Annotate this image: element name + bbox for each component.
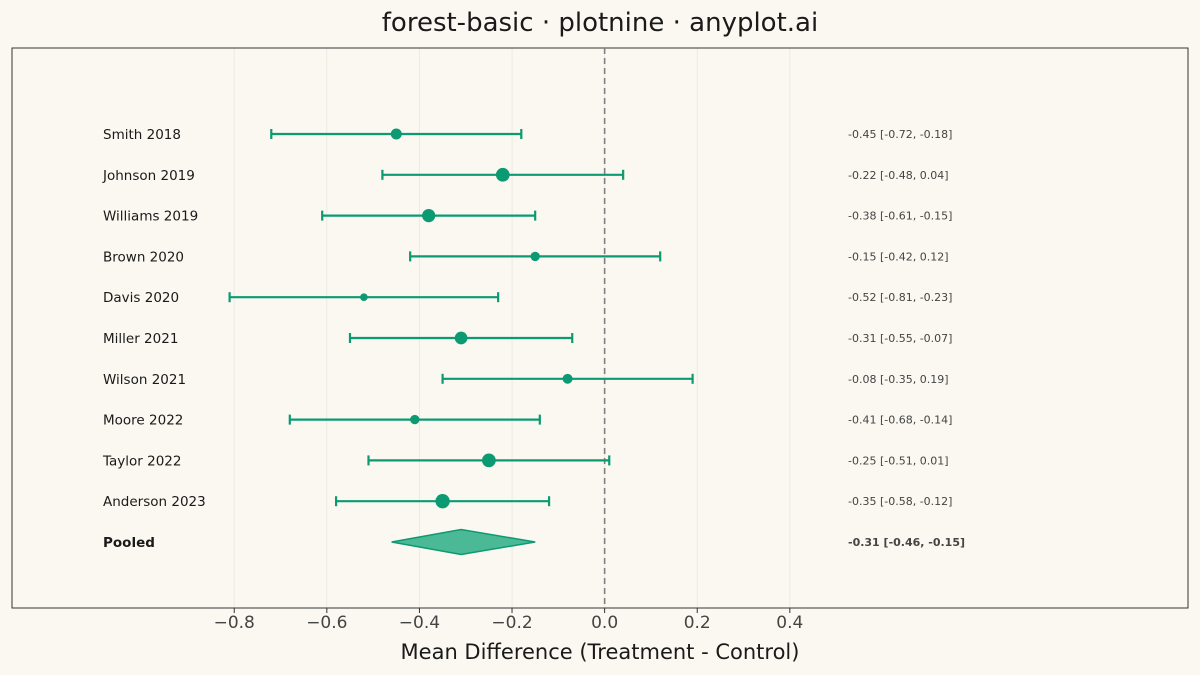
x-tick-label: −0.4 — [399, 613, 440, 633]
study-row: Davis 2020 -0.52 [-0.81, -0.23] — [103, 290, 952, 306]
ci-value-label: -0.31 [-0.55, -0.07] — [848, 332, 952, 345]
study-row: Anderson 2023 -0.35 [-0.58, -0.12] — [103, 494, 952, 510]
study-row: Wilson 2021 -0.08 [-0.35, 0.19] — [103, 372, 949, 388]
ci-value-label: -0.15 [-0.42, 0.12] — [848, 250, 949, 263]
effect-size-marker — [454, 331, 468, 345]
effect-size-marker — [530, 251, 540, 262]
effect-size-marker — [410, 414, 420, 425]
effect-size-marker — [360, 293, 368, 302]
x-tick-label: −0.6 — [306, 613, 347, 633]
ci-value-label: -0.38 [-0.61, -0.15] — [848, 210, 952, 223]
study-row: Johnson 2019 -0.22 [-0.48, 0.04] — [102, 168, 949, 184]
study-row: Brown 2020 -0.15 [-0.42, 0.12] — [103, 249, 949, 265]
pooled-label: Pooled — [103, 535, 155, 551]
study-row: Smith 2018 -0.45 [-0.72, -0.18] — [103, 127, 952, 143]
study-name-label: Wilson 2021 — [103, 372, 186, 388]
x-axis-ticks: −0.8 −0.6 −0.4 −0.2 0.0 0.2 0.4 — [214, 608, 803, 633]
ci-value-label: -0.22 [-0.48, 0.04] — [848, 169, 949, 182]
study-name-label: Williams 2019 — [103, 209, 198, 225]
pooled-row: Pooled -0.31 [-0.46, -0.15] — [103, 528, 965, 556]
study-name-label: Anderson 2023 — [103, 494, 206, 510]
x-tick-label: −0.2 — [491, 613, 532, 633]
effect-size-marker — [562, 373, 573, 384]
pooled-effect-diamond — [391, 528, 536, 556]
ci-value-label: -0.41 [-0.68, -0.14] — [848, 414, 952, 427]
effect-size-marker — [435, 494, 450, 509]
ci-value-label: -0.52 [-0.81, -0.23] — [848, 291, 952, 304]
panel-border — [11, 47, 1189, 609]
ci-value-label: -0.08 [-0.35, 0.19] — [848, 373, 949, 386]
ci-value-label: -0.35 [-0.58, -0.12] — [848, 495, 952, 508]
study-name-label: Taylor 2022 — [102, 453, 181, 469]
study-name-label: Smith 2018 — [103, 127, 181, 143]
x-tick-label: 0.2 — [684, 613, 711, 633]
study-name-label: Miller 2021 — [103, 331, 178, 347]
study-row: Moore 2022 -0.41 [-0.68, -0.14] — [103, 413, 952, 429]
effect-size-marker — [495, 167, 510, 182]
ci-value-label: -0.25 [-0.51, 0.01] — [848, 454, 949, 467]
study-rows: Smith 2018 -0.45 [-0.72, -0.18] Johnson 20… — [102, 127, 952, 510]
study-name-label: Moore 2022 — [103, 413, 183, 429]
study-row: Williams 2019 -0.38 [-0.61, -0.15] — [103, 209, 952, 225]
x-tick-label: −0.8 — [214, 613, 255, 633]
study-name-label: Brown 2020 — [103, 249, 184, 265]
x-tick-label: 0.4 — [776, 613, 803, 633]
chart-title: forest-basic · plotnine · anyplot.ai — [382, 8, 818, 38]
effect-size-marker — [422, 209, 436, 223]
x-axis-label: Mean Difference (Treatment - Control) — [401, 640, 800, 664]
study-name-label: Johnson 2019 — [102, 168, 195, 184]
study-row: Taylor 2022 -0.25 [-0.51, 0.01] — [102, 453, 949, 469]
x-tick-label: 0.0 — [591, 613, 618, 633]
study-row: Miller 2021 -0.31 [-0.55, -0.07] — [103, 331, 952, 347]
study-name-label: Davis 2020 — [103, 290, 179, 306]
pooled-ci-value-label: -0.31 [-0.46, -0.15] — [848, 536, 965, 549]
ci-value-label: -0.45 [-0.72, -0.18] — [848, 128, 952, 141]
effect-size-marker — [390, 128, 402, 140]
effect-size-marker — [482, 453, 496, 468]
